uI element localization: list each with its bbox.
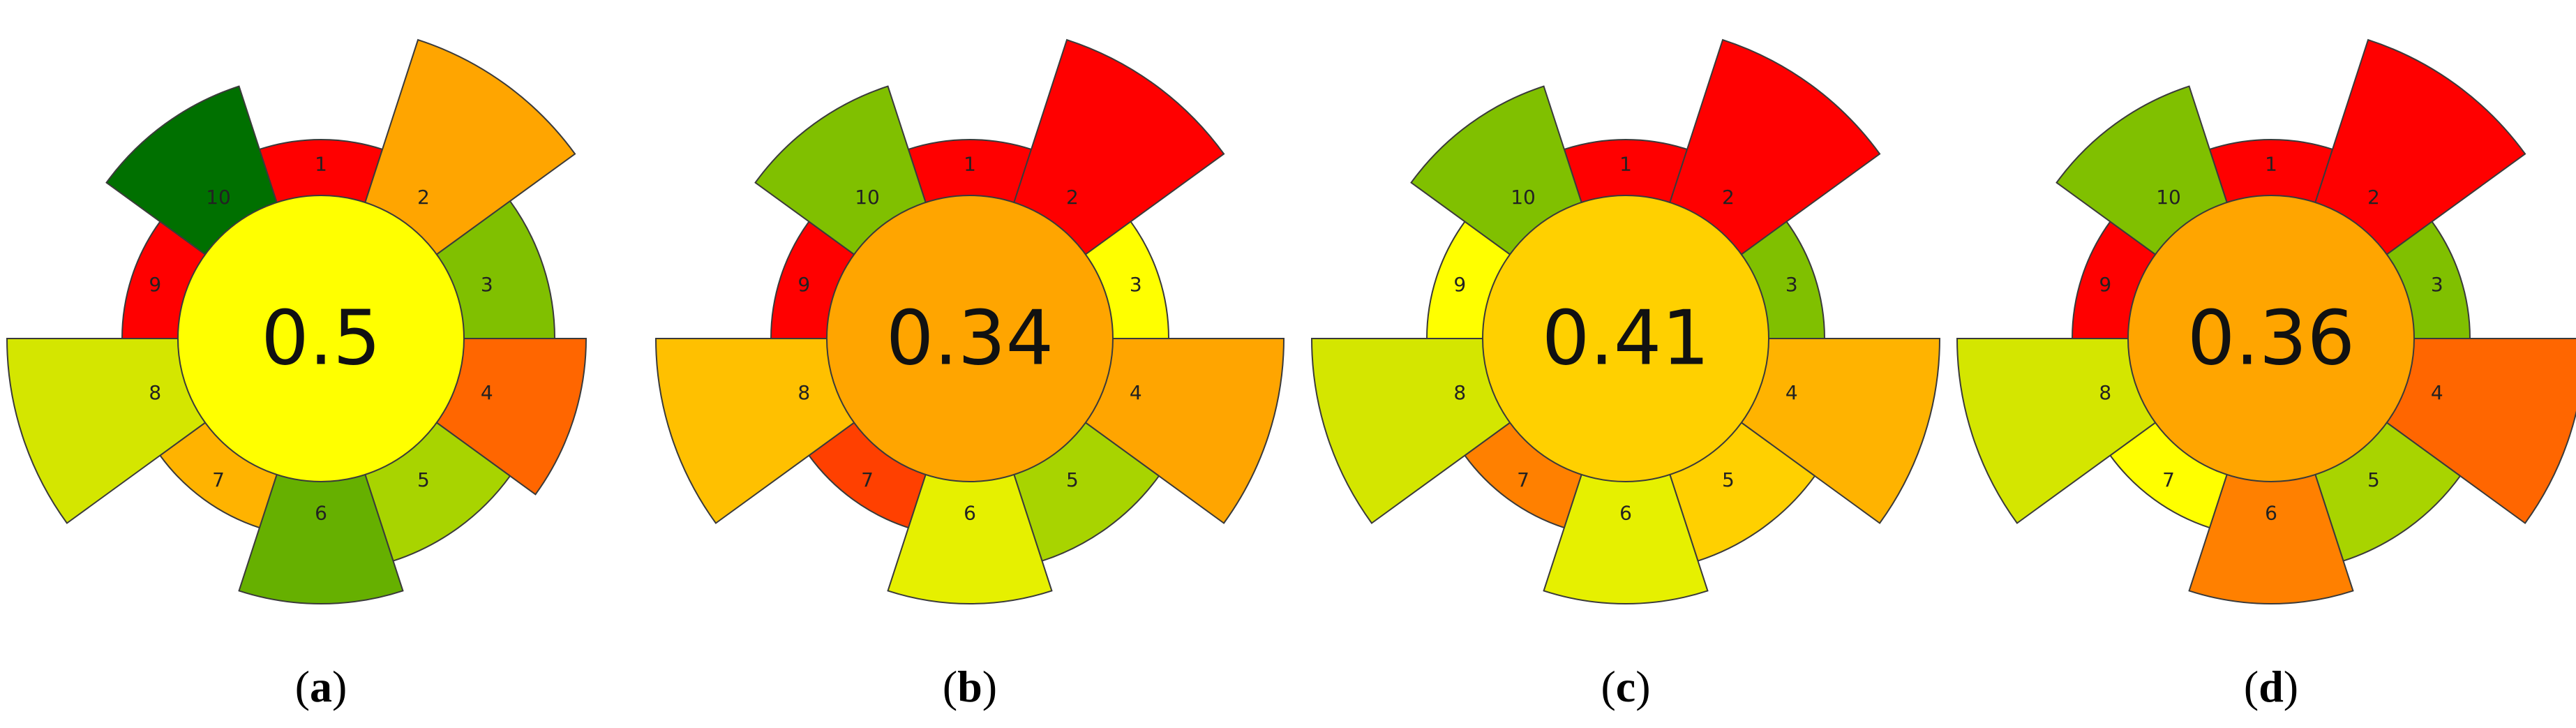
- segment-label: 5: [417, 468, 430, 491]
- panel-letter: a: [310, 662, 332, 711]
- segment-label: 4: [1130, 381, 1142, 404]
- segment-label: 1: [1619, 153, 1632, 176]
- segment-label: 6: [315, 502, 327, 525]
- pictogram-panel-a: 1 2 3 4 5 6 7 8 9 10 0.5 (a): [6, 38, 587, 711]
- segment-8: [654, 338, 857, 524]
- segment-label: 1: [964, 153, 976, 176]
- panel-letter: d: [2259, 662, 2284, 711]
- segment-label: 8: [1453, 381, 1466, 404]
- segment-label: 8: [2099, 381, 2111, 404]
- segment-label: 3: [1785, 273, 1798, 296]
- panel-letter: b: [957, 662, 982, 711]
- segment-label: 5: [2367, 468, 2380, 491]
- panel-caption: (c): [1601, 662, 1650, 711]
- segment-label: 2: [2367, 186, 2380, 209]
- segment-label: 7: [861, 468, 874, 491]
- segment-8: [1310, 338, 1513, 524]
- segment-label: 10: [2156, 186, 2181, 209]
- segment-label: 6: [2265, 502, 2277, 525]
- segment-label: 7: [1517, 468, 1529, 491]
- pictogram-panel-b: 1 2 3 4 5 6 7 8 9 10 0.34 (b): [654, 38, 1285, 711]
- segment-label: 6: [964, 502, 976, 525]
- segment-label: 5: [1722, 468, 1735, 491]
- center-score-disc: [826, 195, 1114, 482]
- segment-label: 10: [1511, 186, 1536, 209]
- segment-label: 10: [206, 186, 231, 209]
- segment-label: 2: [417, 186, 430, 209]
- segment-label: 8: [149, 381, 161, 404]
- center-score: 0.41: [1542, 295, 1709, 382]
- center-score-disc: [2127, 195, 2415, 482]
- center-score: 0.5: [261, 295, 381, 382]
- panel-caption: (d): [2244, 662, 2298, 711]
- segment-label: 9: [797, 273, 810, 296]
- panel-caption: (b): [943, 662, 997, 711]
- center-score-disc: [1482, 195, 1769, 482]
- center-score: 0.34: [886, 295, 1054, 382]
- segment-label: 3: [481, 273, 493, 296]
- segment-label: 9: [1453, 273, 1466, 296]
- segment-label: 1: [315, 153, 327, 176]
- panel-caption: (a): [295, 662, 347, 711]
- segment-label: 9: [2099, 273, 2111, 296]
- panels-layer: 1 2 3 4 5 6 7 8 9 10 0.5 (a) 1 2 3 4 5 6 7 8 9 10 0.34 (b) 1 2 3 4 5…: [6, 38, 2576, 711]
- pictogram-panel-d: 1 2 3 4 5 6 7 8 9 10 0.36 (d): [1956, 38, 2576, 711]
- segment-label: 2: [1722, 186, 1735, 209]
- segment-label: 1: [2265, 153, 2277, 176]
- pictogram-panel-c: 1 2 3 4 5 6 7 8 9 10 0.41 (c): [1310, 38, 1941, 711]
- segment-label: 5: [1066, 468, 1079, 491]
- segment-label: 6: [1619, 502, 1632, 525]
- segment-label: 4: [1785, 381, 1798, 404]
- segment-label: 7: [2162, 468, 2175, 491]
- segment-label: 2: [1066, 186, 1079, 209]
- segment-label: 9: [149, 273, 161, 296]
- segment-label: 3: [1130, 273, 1142, 296]
- center-score-disc: [177, 195, 465, 482]
- center-score: 0.36: [2187, 295, 2355, 382]
- segment-label: 4: [481, 381, 493, 404]
- segment-label: 7: [212, 468, 225, 491]
- segment-label: 8: [797, 381, 810, 404]
- segment-8: [1956, 338, 2158, 524]
- segment-8: [6, 338, 208, 524]
- panel-letter: c: [1616, 662, 1635, 711]
- segment-label: 4: [2431, 381, 2443, 404]
- segment-label: 3: [2431, 273, 2443, 296]
- segment-label: 10: [855, 186, 880, 209]
